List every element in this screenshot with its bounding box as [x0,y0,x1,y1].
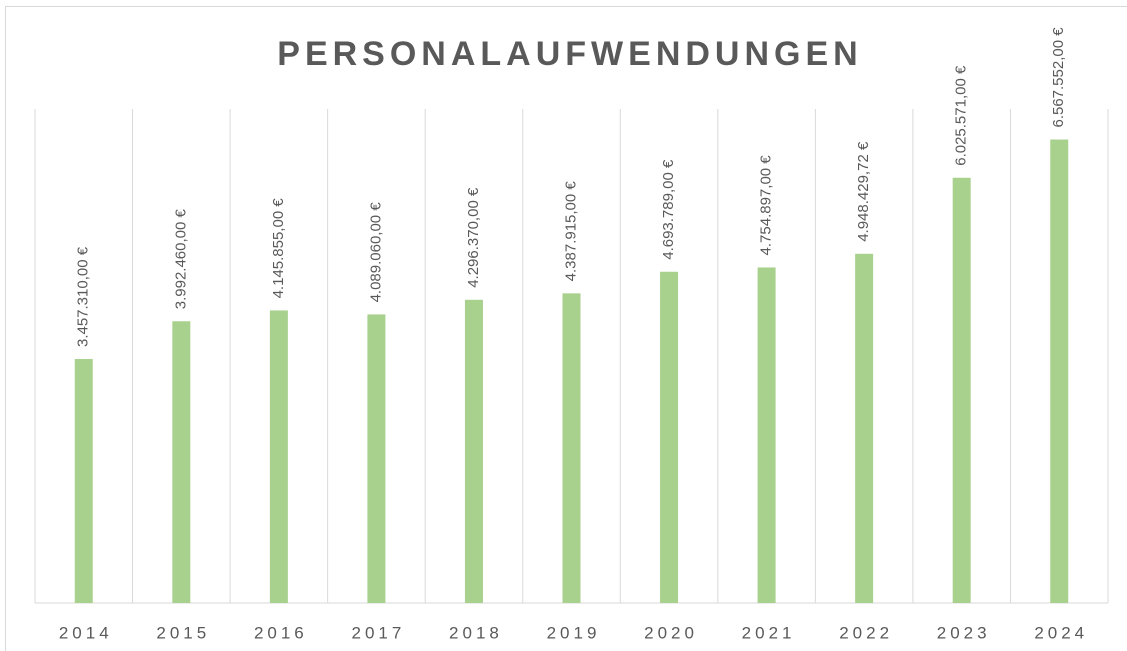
value-label: 4.089.060,00 € [367,202,384,303]
value-label: 4.296.370,00 € [465,187,482,288]
bar [660,271,679,603]
value-label: 4.693.789,00 € [660,159,677,260]
value-label: 3.457.310,00 € [75,246,92,347]
bar [74,359,93,603]
x-tick-label: 2017 [351,623,405,642]
value-label: 6.567.552,00 € [1050,27,1067,128]
bar [269,310,288,603]
value-label: 3.992.460,00 € [172,208,189,309]
bar [464,299,483,603]
x-tick-label: 2019 [547,623,601,642]
x-tick-label: 2018 [449,623,503,642]
x-tick-label: 2022 [839,623,893,642]
bar [952,177,971,603]
bar [855,253,874,604]
value-label: 4.145.855,00 € [270,198,287,299]
value-label: 4.387.915,00 € [562,181,579,282]
x-tick-label: 2023 [937,623,991,642]
bar [562,293,581,603]
chart-title: PERSONALAUFWENDUNGEN [277,35,862,73]
bar [367,314,386,603]
value-label: 4.948.429,72 € [855,141,872,242]
value-label: 6.025.571,00 € [953,65,970,166]
x-tick-label: 2020 [644,623,698,642]
bar [757,267,776,603]
bar [172,321,191,603]
chart-border [5,6,1127,651]
x-tick-label: 2024 [1034,623,1088,642]
x-tick-label: 2016 [254,623,308,642]
value-label: 4.754.897,00 € [758,155,775,256]
x-tick-label: 2014 [59,623,113,642]
x-tick-label: 2015 [156,623,210,642]
x-tick-label: 2021 [742,623,796,642]
bar [1050,139,1069,603]
